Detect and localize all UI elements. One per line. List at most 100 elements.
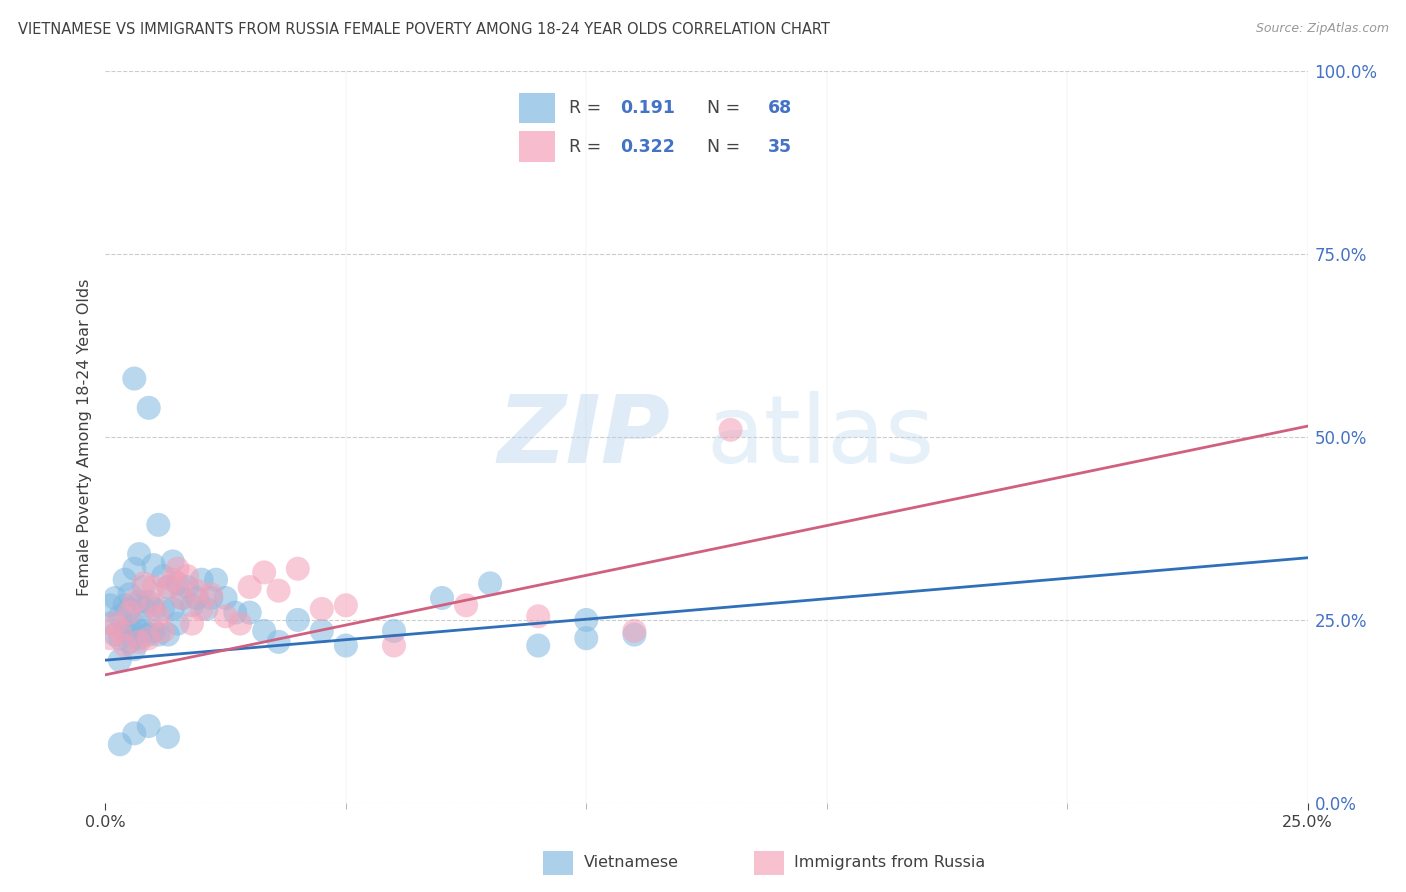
Point <box>176 580 198 594</box>
Point <box>128 594 150 608</box>
Point <box>253 624 276 638</box>
Point <box>382 624 405 638</box>
Point <box>142 580 165 594</box>
Point <box>128 624 150 638</box>
Point <box>132 624 155 638</box>
Point <box>253 566 276 580</box>
Point <box>152 569 174 583</box>
Point <box>104 616 127 631</box>
Point <box>138 632 160 646</box>
Point <box>156 627 179 641</box>
Point <box>623 624 645 638</box>
Text: Vietnamese: Vietnamese <box>583 855 679 870</box>
Point <box>382 639 405 653</box>
Point <box>118 620 141 634</box>
Text: Immigrants from Russia: Immigrants from Russia <box>794 855 986 870</box>
Point <box>114 599 136 613</box>
Point <box>287 562 309 576</box>
Point <box>124 594 146 608</box>
Point <box>138 719 160 733</box>
Point <box>156 580 179 594</box>
Y-axis label: Female Poverty Among 18-24 Year Olds: Female Poverty Among 18-24 Year Olds <box>76 278 91 596</box>
Point <box>118 602 141 616</box>
Point <box>162 573 184 587</box>
Point <box>239 606 262 620</box>
Point <box>720 423 742 437</box>
Point <box>104 591 127 605</box>
Point <box>430 591 453 605</box>
Point <box>148 609 170 624</box>
Point <box>190 602 212 616</box>
Point <box>200 587 222 601</box>
Point <box>190 573 212 587</box>
Point <box>166 616 188 631</box>
Point <box>186 591 208 605</box>
Point <box>239 580 262 594</box>
Point <box>138 627 160 641</box>
Bar <box>754 851 785 876</box>
Point <box>287 613 309 627</box>
Point <box>229 616 252 631</box>
Text: VIETNAMESE VS IMMIGRANTS FROM RUSSIA FEMALE POVERTY AMONG 18-24 YEAR OLDS CORREL: VIETNAMESE VS IMMIGRANTS FROM RUSSIA FEM… <box>18 22 830 37</box>
Point <box>623 627 645 641</box>
Point <box>124 371 146 385</box>
Point <box>118 635 141 649</box>
Point <box>205 573 228 587</box>
Point <box>311 624 333 638</box>
Point <box>527 639 550 653</box>
Point <box>152 624 174 638</box>
Point <box>267 635 290 649</box>
Point <box>575 613 598 627</box>
Point <box>195 602 218 616</box>
Point <box>527 609 550 624</box>
Point <box>98 599 121 613</box>
Point <box>214 609 236 624</box>
Point <box>152 602 174 616</box>
Text: atlas: atlas <box>707 391 935 483</box>
Point <box>156 580 179 594</box>
Point <box>132 602 155 616</box>
Point <box>454 599 477 613</box>
Point <box>108 624 131 638</box>
Point <box>575 632 598 646</box>
Point <box>108 653 131 667</box>
Point <box>104 627 127 641</box>
Point <box>148 517 170 532</box>
Point <box>108 737 131 751</box>
Point <box>142 602 165 616</box>
Point <box>172 591 194 605</box>
Point <box>138 401 160 415</box>
Point <box>124 642 146 657</box>
Text: ZIP: ZIP <box>498 391 671 483</box>
Point <box>181 599 204 613</box>
Point <box>98 616 121 631</box>
Point <box>114 573 136 587</box>
Point <box>162 554 184 568</box>
Point <box>176 569 198 583</box>
Point <box>224 606 246 620</box>
Point <box>162 602 184 616</box>
Point <box>118 606 141 620</box>
Point <box>128 632 150 646</box>
Point <box>132 576 155 591</box>
Point <box>200 591 222 605</box>
Point <box>335 599 357 613</box>
Point <box>148 627 170 641</box>
Point <box>142 599 165 613</box>
Point <box>166 576 188 591</box>
Point <box>214 591 236 605</box>
Point <box>186 583 208 598</box>
Point <box>181 616 204 631</box>
Point <box>132 580 155 594</box>
Point <box>124 616 146 631</box>
Point <box>118 587 141 601</box>
Point <box>108 609 131 624</box>
Point <box>98 632 121 646</box>
Point <box>108 632 131 646</box>
Point <box>124 726 146 740</box>
Point <box>114 639 136 653</box>
Bar <box>543 851 574 876</box>
Point <box>128 635 150 649</box>
Point <box>172 591 194 605</box>
Point <box>156 730 179 744</box>
